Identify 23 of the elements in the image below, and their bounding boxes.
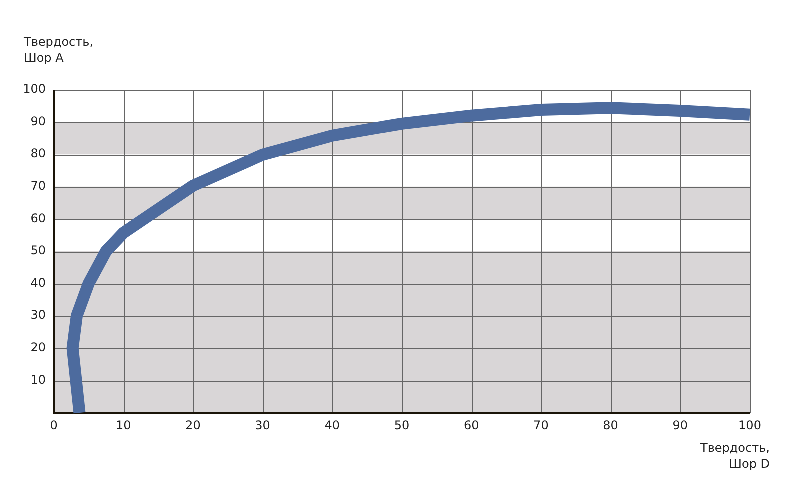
x-tick-label: 60	[464, 418, 480, 432]
x-tick-label: 80	[603, 418, 618, 432]
x-tick-label: 50	[394, 418, 410, 432]
y-tick-label: 40	[30, 276, 46, 290]
x-tick-label: 0	[50, 418, 58, 432]
y-tick-label: 80	[30, 146, 46, 161]
x-tick-label: 40	[324, 418, 340, 432]
x-axis-title: Твердость, Шор D	[700, 440, 770, 472]
y-tick-label: 50	[30, 244, 46, 258]
x-tick-label: 10	[116, 418, 132, 432]
y-tick-label: 100	[23, 82, 46, 96]
x-tick-label: 70	[534, 418, 549, 432]
y-tick-label: 10	[30, 372, 46, 387]
y-tick-label: 30	[30, 308, 46, 322]
x-tick-label: 90	[672, 418, 688, 432]
y-tick-label: 90	[30, 114, 46, 128]
x-tick-label: 30	[255, 418, 270, 432]
y-tick-label: 20	[30, 340, 46, 355]
y-axis-title: Твердость, Шор A	[24, 34, 94, 66]
y-tick-label: 60	[30, 211, 46, 226]
x-tick-label: 100	[738, 418, 762, 432]
y-tick-label: 70	[30, 179, 46, 194]
x-tick-label: 20	[186, 418, 201, 432]
